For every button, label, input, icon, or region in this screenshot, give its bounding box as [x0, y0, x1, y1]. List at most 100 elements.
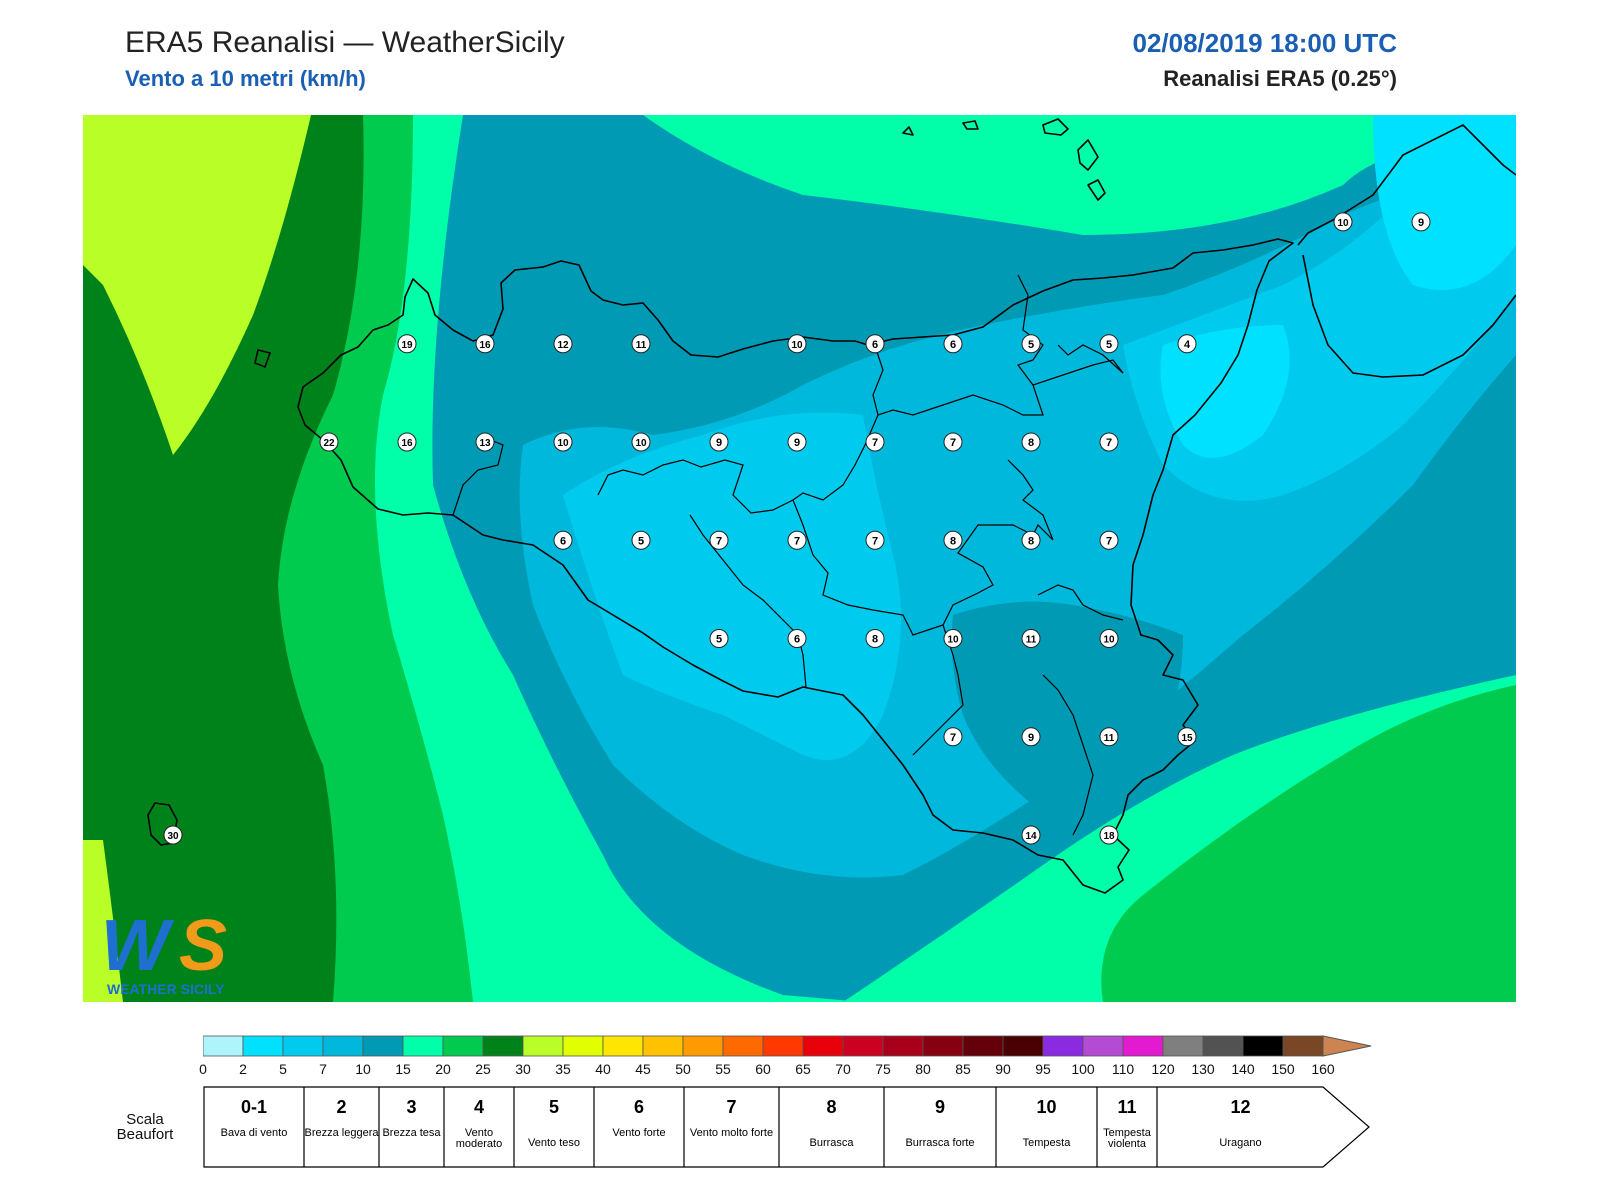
station-value: 11 — [1099, 727, 1119, 747]
colorbar-cell — [362, 1035, 404, 1057]
beaufort-number: 7 — [726, 1097, 737, 1117]
beaufort-level: 0-1 Bava di vento — [204, 1088, 304, 1166]
colorbar-cell — [762, 1035, 804, 1057]
beaufort-level: 3 Brezza tesa — [379, 1088, 444, 1166]
chart-title: ERA5 Reanalisi — WeatherSicily — [125, 26, 565, 59]
colorbar-tick-label: 50 — [675, 1061, 691, 1077]
beaufort-name: Vento teso — [528, 1137, 580, 1149]
colorbar-cell — [1122, 1035, 1164, 1057]
colorbar-cell — [1002, 1035, 1044, 1057]
colorbar-cell — [1082, 1035, 1124, 1057]
beaufort-level: 6 Vento forte — [594, 1088, 684, 1166]
svg-text:S: S — [179, 906, 227, 986]
station-value: 7 — [943, 432, 963, 452]
station-value: 22 — [319, 432, 339, 452]
station-value: 4 — [1177, 334, 1197, 354]
station-value: 6 — [865, 334, 885, 354]
colorbar-tick-label: 80 — [915, 1061, 931, 1077]
wind-map: 10 9 19 16 12 11 10 6 6 5 5 4 22 16 13 10 10 9 9 7 7 8 7 6 5 7 7 7 8… — [83, 115, 1516, 1002]
svg-text:5: 5 — [638, 535, 644, 547]
wind-band-10-15-southeast — [951, 601, 1183, 807]
station-value: 16 — [475, 334, 495, 354]
svg-text:7: 7 — [950, 732, 956, 744]
colorbar-cell — [722, 1035, 764, 1057]
svg-text:8: 8 — [1028, 535, 1034, 547]
station-value: 11 — [631, 334, 651, 354]
svg-text:11: 11 — [1104, 733, 1115, 744]
colorbar-tick-label: 95 — [1035, 1061, 1051, 1077]
colorbar-cell — [682, 1035, 724, 1057]
svg-text:8: 8 — [1028, 437, 1034, 449]
beaufort-name: Vento moderato — [455, 1127, 503, 1150]
station-value: 13 — [475, 432, 495, 452]
beaufort-level: 10 Tempesta — [996, 1088, 1097, 1166]
station-value: 9 — [709, 432, 729, 452]
svg-text:10: 10 — [557, 438, 569, 449]
colorbar-cell — [442, 1035, 484, 1057]
station-value: 6 — [787, 629, 807, 648]
colorbar-cell — [1202, 1035, 1244, 1057]
svg-text:22: 22 — [323, 438, 335, 449]
station-value: 19 — [397, 334, 417, 354]
station-value: 8 — [1021, 530, 1041, 550]
colorbar-tick-label: 30 — [515, 1061, 531, 1077]
station-value: 8 — [865, 629, 885, 648]
svg-text:18: 18 — [1103, 831, 1115, 842]
station-value: 7 — [1099, 432, 1119, 452]
beaufort-name: Uragano — [1219, 1137, 1262, 1149]
station-value: 7 — [709, 530, 729, 550]
beaufort-number: 2 — [336, 1097, 347, 1117]
beaufort-number: 3 — [406, 1097, 417, 1117]
station-value: 15 — [1177, 727, 1197, 747]
colorbar-cell — [642, 1035, 684, 1057]
svg-text:7: 7 — [872, 535, 878, 547]
colorbar-cell — [1242, 1035, 1284, 1057]
station-value: 10 — [1333, 212, 1353, 232]
colorbar-tick-label: 60 — [755, 1061, 771, 1077]
station-value: 10 — [943, 629, 963, 648]
station-value: 10 — [787, 334, 807, 354]
station-value: 5 — [709, 629, 729, 648]
logo-text: WEATHER SICILY — [107, 981, 225, 997]
svg-text:7: 7 — [872, 437, 878, 449]
colorbar-cell — [842, 1035, 884, 1057]
station-value: 10 — [1099, 629, 1119, 648]
colorbar-tick-label: 55 — [715, 1061, 731, 1077]
beaufort-level: 5 Vento teso — [514, 1088, 594, 1166]
svg-text:6: 6 — [872, 339, 878, 351]
svg-text:W: W — [101, 906, 175, 986]
svg-text:7: 7 — [794, 535, 800, 547]
station-value: 7 — [1099, 530, 1119, 550]
colorbar-tick-label: 0 — [199, 1061, 207, 1077]
weathersicily-logo: W S WEATHER SICILY — [101, 906, 227, 997]
colorbar-cell — [482, 1035, 524, 1057]
beaufort-level: 12 Uragano — [1157, 1088, 1324, 1166]
svg-text:9: 9 — [794, 437, 800, 449]
beaufort-name: Tempesta violenta — [1103, 1127, 1151, 1150]
svg-text:14: 14 — [1025, 831, 1037, 842]
colorbar-tick-label: 90 — [995, 1061, 1011, 1077]
svg-text:16: 16 — [479, 340, 491, 351]
colorbar-cell — [962, 1035, 1004, 1057]
station-value: 14 — [1021, 825, 1041, 845]
station-value: 11 — [1021, 629, 1041, 648]
svg-text:15: 15 — [1181, 733, 1193, 744]
svg-text:11: 11 — [1026, 635, 1037, 646]
beaufort-name: Tempesta — [1022, 1137, 1071, 1149]
station-value: 16 — [397, 432, 417, 452]
svg-text:9: 9 — [1418, 217, 1424, 229]
colorbar-tick-label: 40 — [595, 1061, 611, 1077]
svg-text:4: 4 — [1184, 339, 1191, 351]
station-value: 9 — [1411, 212, 1431, 232]
wind-band-15-20-north — [643, 115, 1516, 235]
chart-subtitle: Vento a 10 metri (km/h) — [125, 66, 366, 91]
colorbar-cell — [602, 1035, 644, 1057]
svg-text:6: 6 — [950, 339, 956, 351]
station-value: 8 — [943, 530, 963, 550]
svg-text:9: 9 — [1028, 732, 1034, 744]
beaufort-frame — [203, 1086, 1370, 1168]
beaufort-number: 8 — [826, 1097, 837, 1117]
colorbar-tick-label: 85 — [955, 1061, 971, 1077]
svg-text:10: 10 — [1337, 218, 1349, 229]
svg-text:7: 7 — [1106, 535, 1112, 547]
